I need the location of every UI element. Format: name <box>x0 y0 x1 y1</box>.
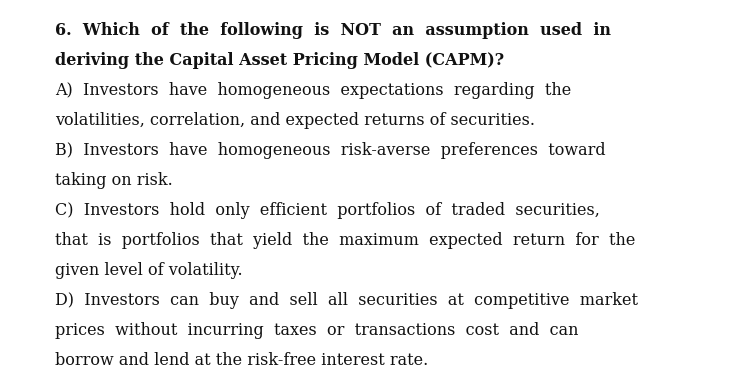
Text: taking on risk.: taking on risk. <box>55 172 173 189</box>
Text: deriving the Capital Asset Pricing Model (CAPM)?: deriving the Capital Asset Pricing Model… <box>55 52 504 69</box>
Text: prices  without  incurring  taxes  or  transactions  cost  and  can: prices without incurring taxes or transa… <box>55 322 578 339</box>
Text: A)  Investors  have  homogeneous  expectations  regarding  the: A) Investors have homogeneous expectatio… <box>55 82 572 99</box>
Text: D)  Investors  can  buy  and  sell  all  securities  at  competitive  market: D) Investors can buy and sell all securi… <box>55 292 638 309</box>
Text: C)  Investors  hold  only  efficient  portfolios  of  traded  securities,: C) Investors hold only efficient portfol… <box>55 202 600 219</box>
Text: 6.  Which  of  the  following  is  NOT  an  assumption  used  in: 6. Which of the following is NOT an assu… <box>55 22 611 39</box>
Text: borrow and lend at the risk-free interest rate.: borrow and lend at the risk-free interes… <box>55 352 428 368</box>
Text: given level of volatility.: given level of volatility. <box>55 262 243 279</box>
Text: B)  Investors  have  homogeneous  risk-averse  preferences  toward: B) Investors have homogeneous risk-avers… <box>55 142 606 159</box>
Text: that  is  portfolios  that  yield  the  maximum  expected  return  for  the: that is portfolios that yield the maximu… <box>55 232 635 249</box>
Text: volatilities, correlation, and expected returns of securities.: volatilities, correlation, and expected … <box>55 112 535 129</box>
